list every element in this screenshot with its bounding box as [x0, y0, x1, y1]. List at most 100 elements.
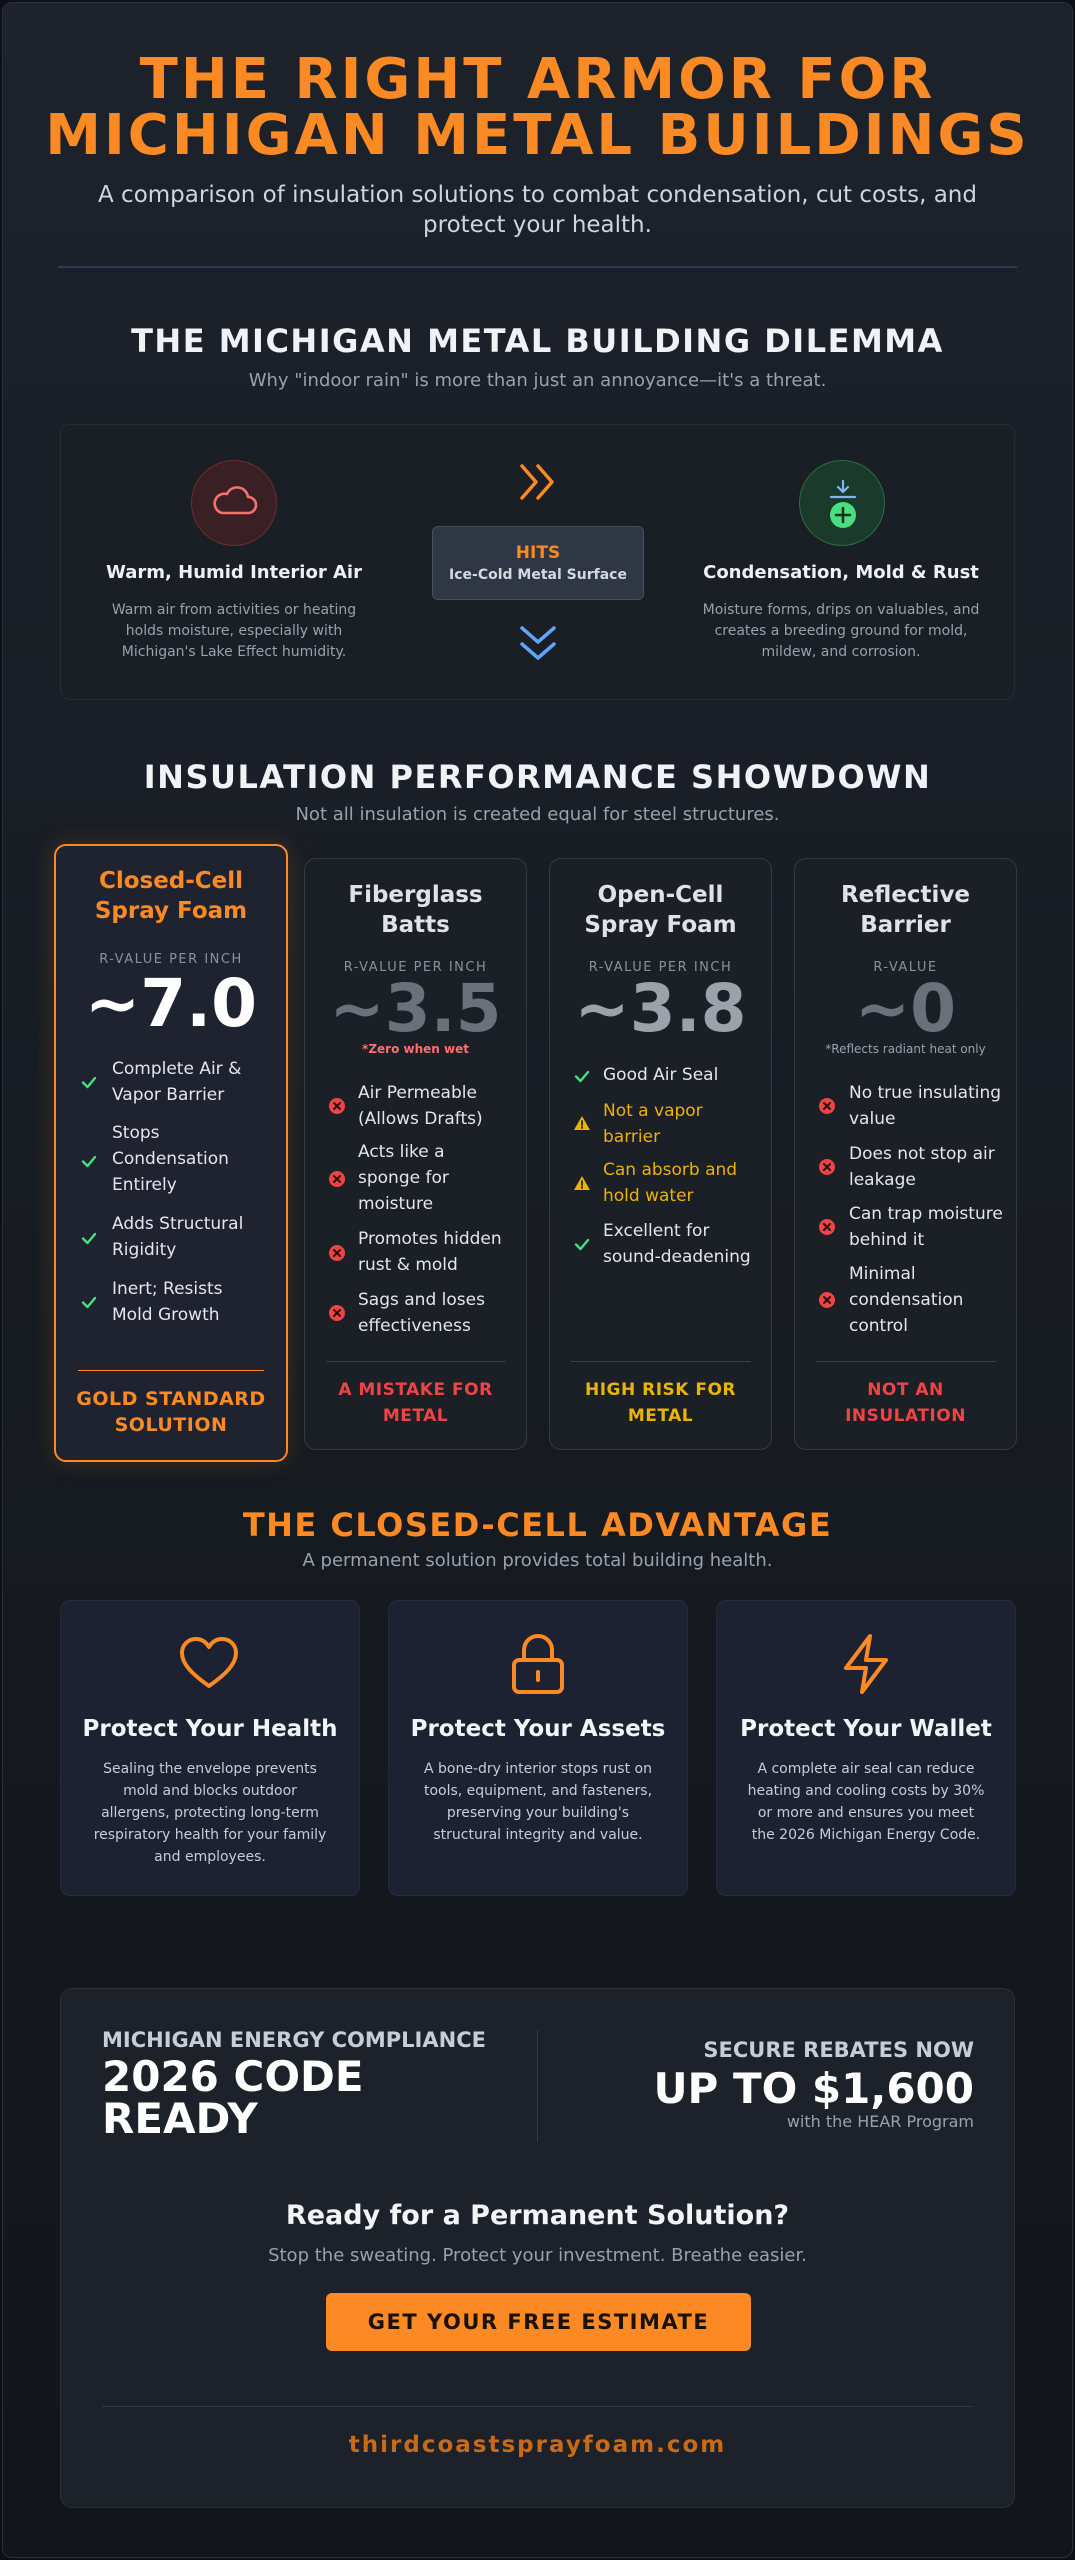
card-divider: [78, 1370, 264, 1371]
dilemma-right-title: Condensation, Mold & Rust: [703, 562, 979, 583]
cloud-icon-badge: [191, 460, 277, 546]
title-line-2: MICHIGAN METAL BUILDINGS: [45, 103, 1030, 168]
rv-label: R-VALUE PER INCH: [99, 952, 243, 967]
advantage-wallet-text: A complete air seal can reduce heating a…: [747, 1761, 985, 1843]
dilemma-right-text: Moisture forms, drips on valuables, and …: [702, 602, 980, 660]
warning-icon: [574, 1176, 590, 1190]
hits-sublabel: Ice-Cold Metal Surface: [449, 567, 627, 583]
condensation-icon: [829, 479, 857, 528]
cta-divider: [537, 2030, 538, 2142]
x-circle-icon: [819, 1159, 835, 1175]
showdown-title: INSULATION PERFORMANCE SHOWDOWN: [143, 758, 932, 796]
rv-label: R-VALUE PER INCH: [588, 960, 733, 975]
cloud-icon: [213, 486, 258, 515]
card-reflective-title: Reflective Barrier: [840, 882, 971, 938]
check-icon: [81, 1076, 97, 1089]
rv-value: ~0: [854, 970, 957, 1047]
card-divider: [326, 1361, 506, 1362]
check-icon: [81, 1296, 97, 1309]
footer-divider: [102, 2406, 973, 2407]
card-verdict: NOT AN INSULATION: [845, 1380, 966, 1426]
heart-icon: [180, 1637, 238, 1688]
x-circle-icon: [819, 1098, 835, 1114]
free-estimate-button[interactable]: GET YOUR FREE ESTIMATE: [326, 2293, 751, 2351]
card-fiberglass-title: Fiberglass Batts: [348, 882, 483, 938]
page-subtitle: A comparison of insulation solutions to …: [98, 182, 977, 238]
feature-text: Acts like a sponge for moisture: [358, 1142, 449, 1214]
feature-text: No true insulating value: [849, 1083, 1002, 1129]
feature-text: Stops Condensation Entirely: [112, 1123, 229, 1195]
rebate-value: UP TO $1,600: [653, 2064, 974, 2113]
lock-icon: [512, 1634, 564, 1694]
x-circle-icon: [819, 1219, 835, 1235]
showdown-subtitle: Not all insulation is created equal for …: [295, 804, 780, 825]
hits-label: HITS: [515, 543, 561, 563]
card-verdict: HIGH RISK FOR METAL: [584, 1380, 737, 1426]
check-icon: [81, 1232, 97, 1245]
card-verdict: GOLD STANDARD SOLUTION: [76, 1388, 266, 1436]
website-link[interactable]: thirdcoastsprayfoam.com: [348, 2432, 727, 2458]
dilemma-subtitle: Why "indoor rain" is more than just an a…: [248, 370, 827, 391]
lightning-icon: [844, 1634, 888, 1694]
compliance-value: 2026 CODE READY: [102, 2052, 364, 2143]
advantage-subtitle: A permanent solution provides total buil…: [302, 1550, 773, 1571]
card-divider: [816, 1361, 996, 1362]
card-divider: [571, 1361, 751, 1362]
rv-note: *Zero when wet: [362, 1042, 469, 1056]
dilemma-left-title: Warm, Humid Interior Air: [106, 562, 362, 583]
cta-heading: Ready for a Permanent Solution?: [285, 2200, 790, 2231]
rv-value: ~3.5: [329, 970, 502, 1047]
card-reflective: [794, 858, 1017, 1450]
rebate-label: SECURE REBATES NOW: [703, 2038, 974, 2062]
rv-value: ~3.8: [574, 970, 747, 1047]
feature-text: Promotes hidden rust & mold: [358, 1229, 502, 1275]
advantage-assets-title: Protect Your Assets: [410, 1716, 666, 1742]
chevrons-right-icon: [520, 464, 554, 500]
feature-text: Inert; Resists Mold Growth: [112, 1279, 223, 1325]
advantage-card-health: [60, 1600, 360, 1896]
feature-text: Excellent for sound-deadening: [603, 1221, 751, 1267]
rv-note: *Reflects radiant heat only: [825, 1042, 986, 1056]
warning-icon: [574, 1116, 590, 1130]
card-open-cell: [549, 858, 772, 1450]
card-fiberglass: [304, 858, 527, 1450]
feature-text: Adds Structural Rigidity: [112, 1214, 244, 1260]
x-circle-icon: [329, 1305, 345, 1321]
check-icon: [81, 1155, 97, 1168]
feature-text: Good Air Seal: [603, 1065, 719, 1085]
condensation-icon-badge: [799, 460, 885, 546]
feature-text: Can trap moisture behind it: [849, 1204, 1003, 1250]
advantage-assets-text: A bone-dry interior stops rust on tools,…: [423, 1761, 653, 1843]
card-verdict: A MISTAKE FOR METAL: [338, 1380, 493, 1426]
x-circle-icon: [329, 1245, 345, 1261]
rebate-note: with the HEAR Program: [786, 2112, 974, 2131]
advantage-title: THE CLOSED-CELL ADVANTAGE: [242, 1506, 833, 1544]
check-icon: [574, 1238, 590, 1251]
hits-box: HITS Ice-Cold Metal Surface: [432, 526, 644, 600]
feature-text: Minimal condensation control: [849, 1264, 964, 1336]
chevrons-down-icon: [520, 626, 556, 660]
card-closed-cell-title: Closed-Cell Spray Foam: [54, 866, 288, 926]
page-title: THE RIGHT ARMOR FOR MICHIGAN METAL BUILD…: [0, 52, 1075, 164]
check-icon: [574, 1070, 590, 1083]
advantage-health-text: Sealing the envelope prevents mold and b…: [93, 1761, 327, 1865]
feature-text: Can absorb and hold water: [603, 1160, 738, 1206]
advantage-card-assets: [388, 1600, 688, 1896]
x-circle-icon: [329, 1098, 345, 1114]
header-divider: [58, 266, 1017, 268]
feature-text: Complete Air & Vapor Barrier: [112, 1059, 242, 1105]
dilemma-left-text: Warm air from activities or heating hold…: [111, 602, 357, 660]
rv-label: R-VALUE: [873, 960, 938, 975]
feature-text: Does not stop air leakage: [849, 1144, 995, 1190]
feature-text: Air Permeable (Allows Drafts): [358, 1083, 483, 1129]
card-closed-cell: [54, 844, 288, 1462]
card-open-cell-title: Open-Cell Spray Foam: [584, 882, 737, 938]
rv-value: ~7.0: [84, 965, 258, 1042]
feature-text: Not a vapor barrier: [603, 1101, 703, 1147]
advantage-health-title: Protect Your Health: [82, 1716, 338, 1742]
cta-tagline: Stop the sweating. Protect your investme…: [268, 2245, 807, 2266]
card-name-line-2: Spray Foam: [94, 898, 248, 924]
x-circle-icon: [329, 1171, 345, 1187]
card-name-line-1: Closed-Cell: [98, 868, 244, 894]
advantage-wallet-title: Protect Your Wallet: [740, 1716, 992, 1742]
